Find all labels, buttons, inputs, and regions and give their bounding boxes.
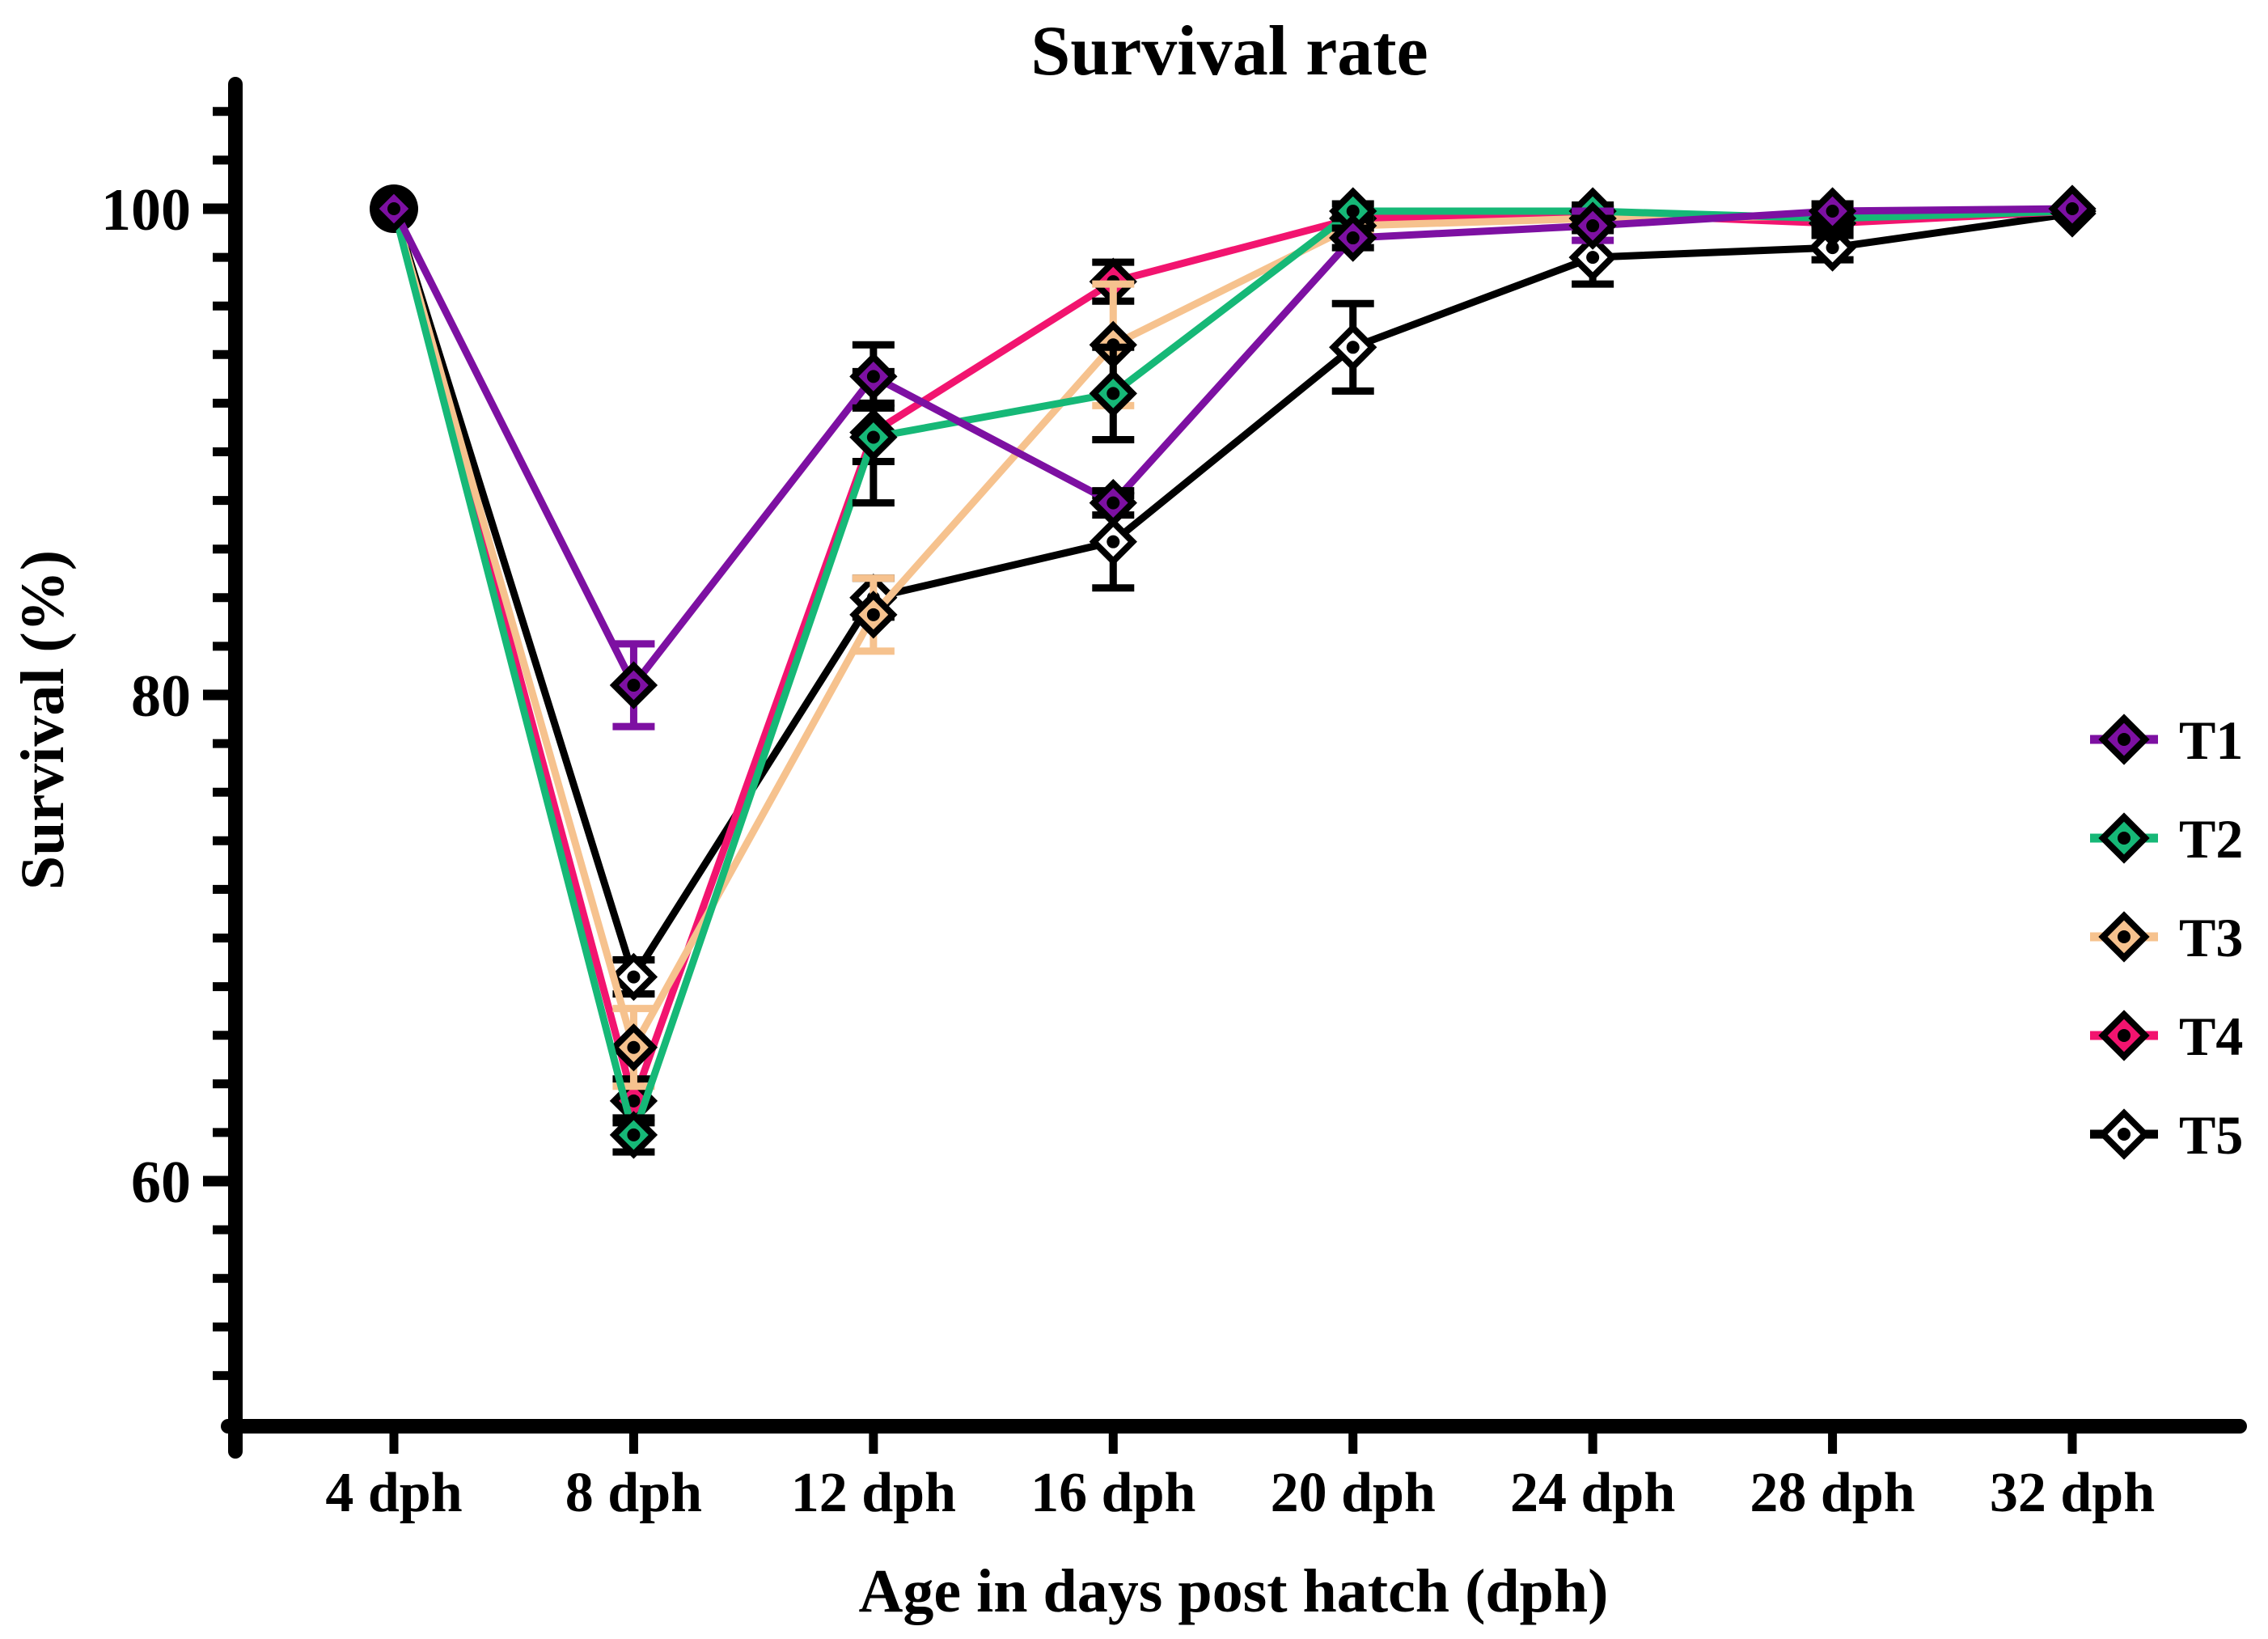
marker-T2-16dph-center-dot [1106, 387, 1120, 400]
legend-marker-T5-center-dot [2118, 1128, 2130, 1141]
marker-T1-28dph-center-dot [1826, 205, 1839, 218]
legend-entry-T1: T1 [2090, 709, 2243, 771]
marker-T1-20dph-center-dot [1346, 231, 1360, 245]
marker-T2-12dph-center-dot [866, 430, 880, 444]
legend-label-T4: T4 [2179, 1006, 2243, 1067]
series-T1 [370, 184, 2097, 731]
x-tick-label: 4 dph [325, 1462, 462, 1524]
legend-entry-T2: T2 [2090, 808, 2243, 870]
x-tick-label: 28 dph [1750, 1462, 1915, 1524]
legend-entry-T4: T4 [2090, 1006, 2243, 1067]
marker-T3-12dph-center-dot [866, 608, 880, 621]
series-line-T5 [390, 207, 2073, 981]
marker-T5-8dph-center-dot [627, 970, 641, 984]
marker-T1-24dph-center-dot [1586, 219, 1600, 233]
marker-T3-8dph-center-dot [627, 1040, 641, 1054]
legend-label-T2: T2 [2179, 808, 2243, 870]
marker-T1-16dph-center-dot [1106, 496, 1120, 510]
y-tick-label: 80 [131, 663, 191, 730]
legend-label-T5: T5 [2179, 1104, 2243, 1166]
y-tick-label: 100 [101, 177, 191, 244]
legend-entry-T5: T5 [2090, 1104, 2243, 1166]
x-tick-label: 32 dph [1990, 1462, 2155, 1524]
marker-T1-8dph-center-dot [627, 678, 641, 692]
legend-entry-T3: T3 [2090, 907, 2243, 968]
marker-T5-20dph-center-dot [1346, 341, 1360, 354]
marker-T1-12dph-center-dot [866, 370, 880, 383]
marker-T2-8dph-center-dot [627, 1128, 641, 1141]
x-tick-label: 8 dph [565, 1462, 702, 1524]
legend-marker-T4-center-dot [2118, 1029, 2130, 1042]
x-axis-title: Age in days post hatch (dph) [859, 1557, 1609, 1625]
series-line-T1 [390, 205, 2073, 689]
legend-marker-T2-center-dot [2118, 832, 2130, 845]
marker-T1-32dph-center-dot [2066, 202, 2080, 215]
chart-title: Survival rate [1030, 12, 1428, 91]
series-line-T4 [390, 207, 2073, 1105]
x-tick-label: 16 dph [1030, 1462, 1195, 1524]
x-tick-label: 20 dph [1271, 1462, 1436, 1524]
marker-T4-8dph-center-dot [627, 1094, 641, 1107]
x-tick-label: 12 dph [791, 1462, 956, 1524]
legend-marker-T1-center-dot [2118, 733, 2130, 746]
legend-label-T3: T3 [2179, 907, 2243, 968]
marker-T5-28dph-center-dot [1826, 241, 1839, 255]
legend-marker-T3-center-dot [2118, 930, 2130, 943]
y-tick-label: 60 [131, 1150, 191, 1216]
legend-label-T1: T1 [2179, 709, 2243, 771]
marker-T1-4dph-center-dot [387, 202, 400, 215]
marker-T2-20dph-center-dot [1346, 205, 1360, 218]
chart-plot-area: 60 80 100 4 dph 8 dph 12 dph 16 dph 20 dph 24 dp… [101, 77, 2247, 1524]
marker-T5-24dph-center-dot [1586, 251, 1600, 265]
y-axis-title: Survival (%) [9, 550, 77, 890]
marker-T5-16dph-center-dot [1106, 535, 1120, 548]
x-tick-label: 24 dph [1510, 1462, 1675, 1524]
